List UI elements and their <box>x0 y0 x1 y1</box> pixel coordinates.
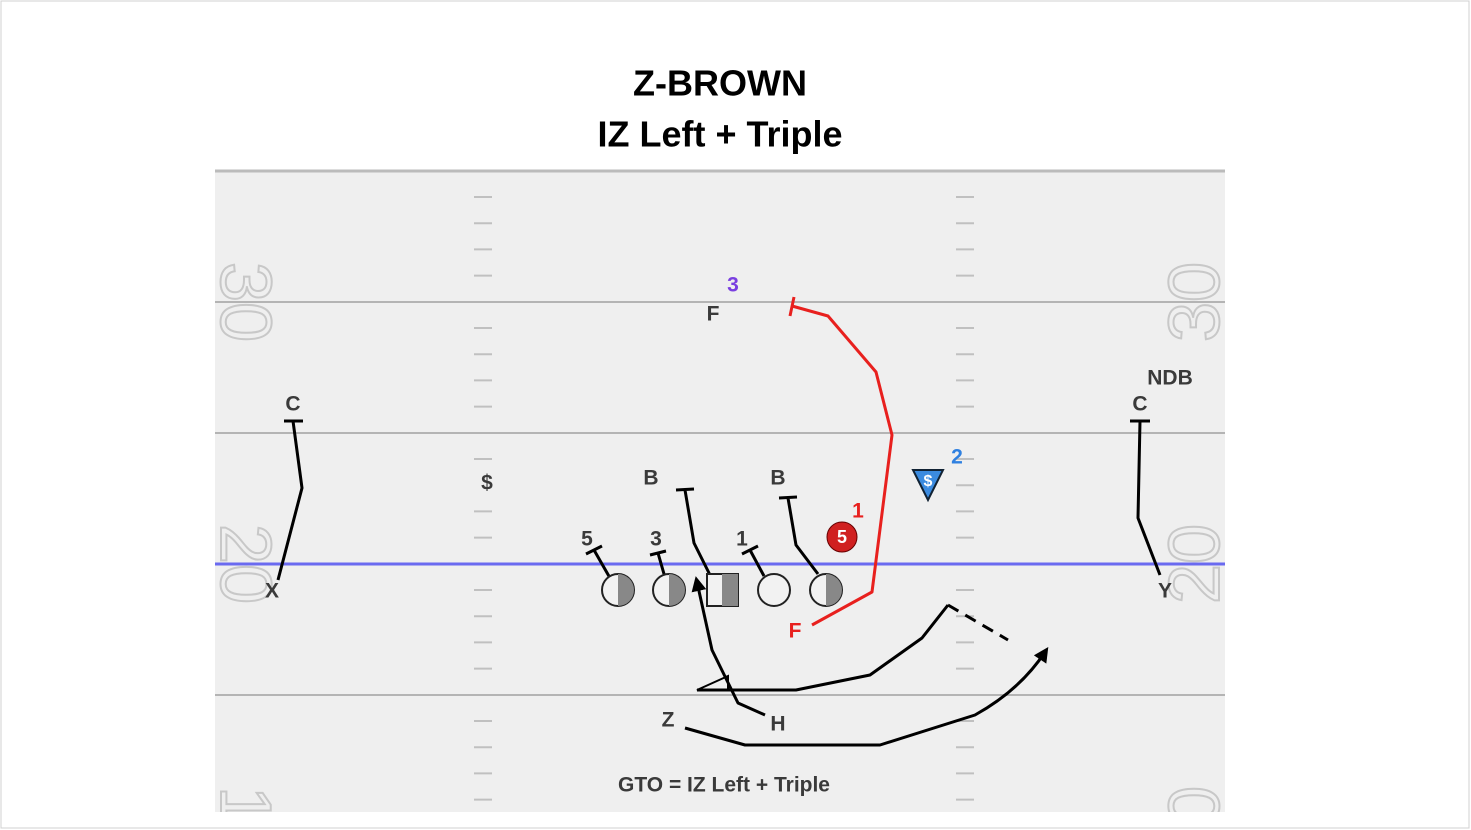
yard-number: 10 <box>1155 786 1235 830</box>
yard-lines <box>215 301 1225 696</box>
red-route <box>791 304 894 627</box>
yard-number: 30 <box>1155 262 1235 342</box>
player: Z <box>662 709 675 732</box>
hash-money: $ <box>481 472 493 495</box>
pitch-option <box>947 603 1009 642</box>
field <box>215 170 1225 812</box>
subtitle: IZ Left + Triple <box>597 114 842 155</box>
defender: B <box>770 467 785 490</box>
block-label: 1 <box>736 528 748 551</box>
lineman-shade <box>826 574 842 606</box>
block-label: 5 <box>581 528 593 551</box>
lineman-shade <box>618 574 634 606</box>
player: H <box>770 713 785 736</box>
defender: B <box>643 467 658 490</box>
yard-number: 30 <box>205 262 285 342</box>
offensive-line <box>601 573 843 607</box>
defender: NDB <box>1147 367 1193 390</box>
tag: 3 <box>727 274 739 297</box>
yard-numbers: 30 20 10 30 20 10 <box>205 261 1235 830</box>
tag: 2 <box>951 446 963 469</box>
defender: C <box>1132 393 1147 416</box>
block-bar <box>788 296 796 317</box>
block <box>741 544 766 577</box>
defender: C <box>285 393 300 416</box>
defender: F <box>707 303 720 326</box>
block <box>778 495 820 575</box>
lineman-shade <box>669 574 685 606</box>
player: X <box>265 580 279 603</box>
block <box>585 544 612 579</box>
yard-number: 20 <box>205 524 285 604</box>
block <box>649 549 667 575</box>
block-label: 3 <box>650 528 662 551</box>
hash-marks <box>474 196 974 801</box>
defender-marker <box>826 521 858 553</box>
route <box>276 420 304 581</box>
defender: $ <box>924 473 933 490</box>
player: F <box>789 620 802 643</box>
center-shade <box>722 574 738 606</box>
defender-number: 5 <box>837 527 847 547</box>
lineman <box>757 573 791 607</box>
caption: GTO = IZ Left + Triple <box>618 774 830 797</box>
z-route <box>684 646 1049 747</box>
defender-marker <box>911 469 945 503</box>
player: Y <box>1158 580 1172 603</box>
route <box>1136 420 1162 576</box>
title: Z-BROWN <box>633 63 807 104</box>
yard-number: 10 <box>205 786 285 830</box>
pitch-route <box>697 604 950 692</box>
yard-number: 20 <box>1155 524 1235 604</box>
tag: 1 <box>852 500 864 523</box>
block <box>675 487 712 576</box>
